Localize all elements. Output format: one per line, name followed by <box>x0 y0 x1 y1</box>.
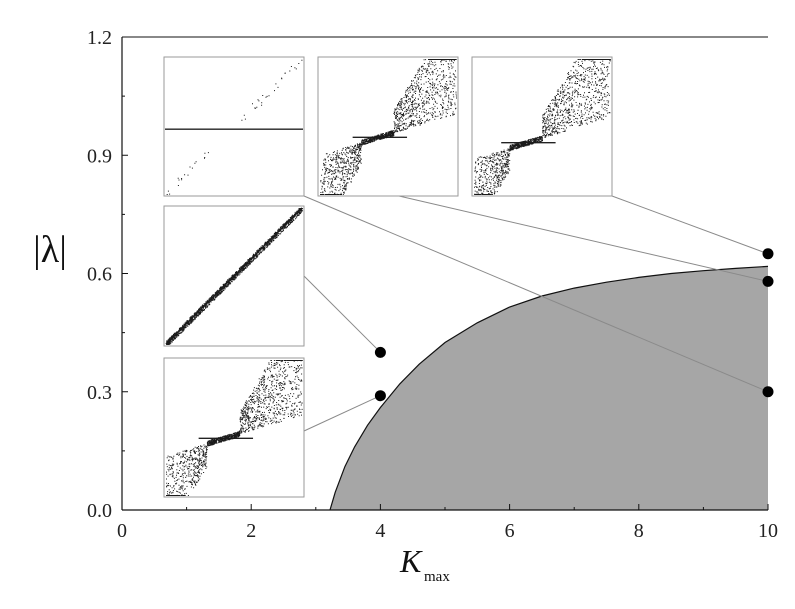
shaded-region <box>330 266 768 510</box>
x-tick-label: 8 <box>634 520 644 542</box>
data-point <box>762 386 774 398</box>
inset-step-lower <box>471 56 613 197</box>
x-tick-label: 10 <box>758 520 778 542</box>
inset-diagonal <box>163 205 305 347</box>
inset-step-middle <box>317 56 459 197</box>
data-point <box>762 275 774 287</box>
inset-connector-line <box>611 195 769 255</box>
inset-connector-line <box>303 395 381 432</box>
inset-scatter-dots <box>166 360 303 496</box>
inset-frame <box>163 56 305 197</box>
data-point <box>374 346 386 358</box>
y-tick-label: 0.9 <box>87 145 112 167</box>
inset-frame <box>163 357 305 498</box>
x-tick-label: 4 <box>375 520 385 542</box>
data-point <box>762 248 774 260</box>
y-tick-label: 0.3 <box>87 382 112 404</box>
inset-frame <box>317 56 459 197</box>
x-axis-label: K <box>399 543 423 579</box>
y-tick-label: 0.6 <box>87 264 112 286</box>
y-tick-label: 0.0 <box>87 500 112 522</box>
inset-step-bottom <box>163 357 305 498</box>
inset-connector-line <box>398 195 769 282</box>
inset-scatter-dots <box>166 208 303 345</box>
inset-flat-center <box>163 56 305 197</box>
inset-connector-line <box>303 275 381 353</box>
region-boundary-curve <box>329 265 769 511</box>
x-tick-label: 0 <box>117 520 127 542</box>
inset-connector-line <box>303 195 769 393</box>
y-tick-label: 1.2 <box>87 27 112 49</box>
y-axis-label: |λ| <box>33 229 67 271</box>
x-axis-label-subscript: max <box>424 569 450 585</box>
x-tick-label: 6 <box>505 520 515 542</box>
x-tick-label: 2 <box>246 520 256 542</box>
data-point <box>374 390 386 402</box>
inset-frame <box>471 56 613 197</box>
